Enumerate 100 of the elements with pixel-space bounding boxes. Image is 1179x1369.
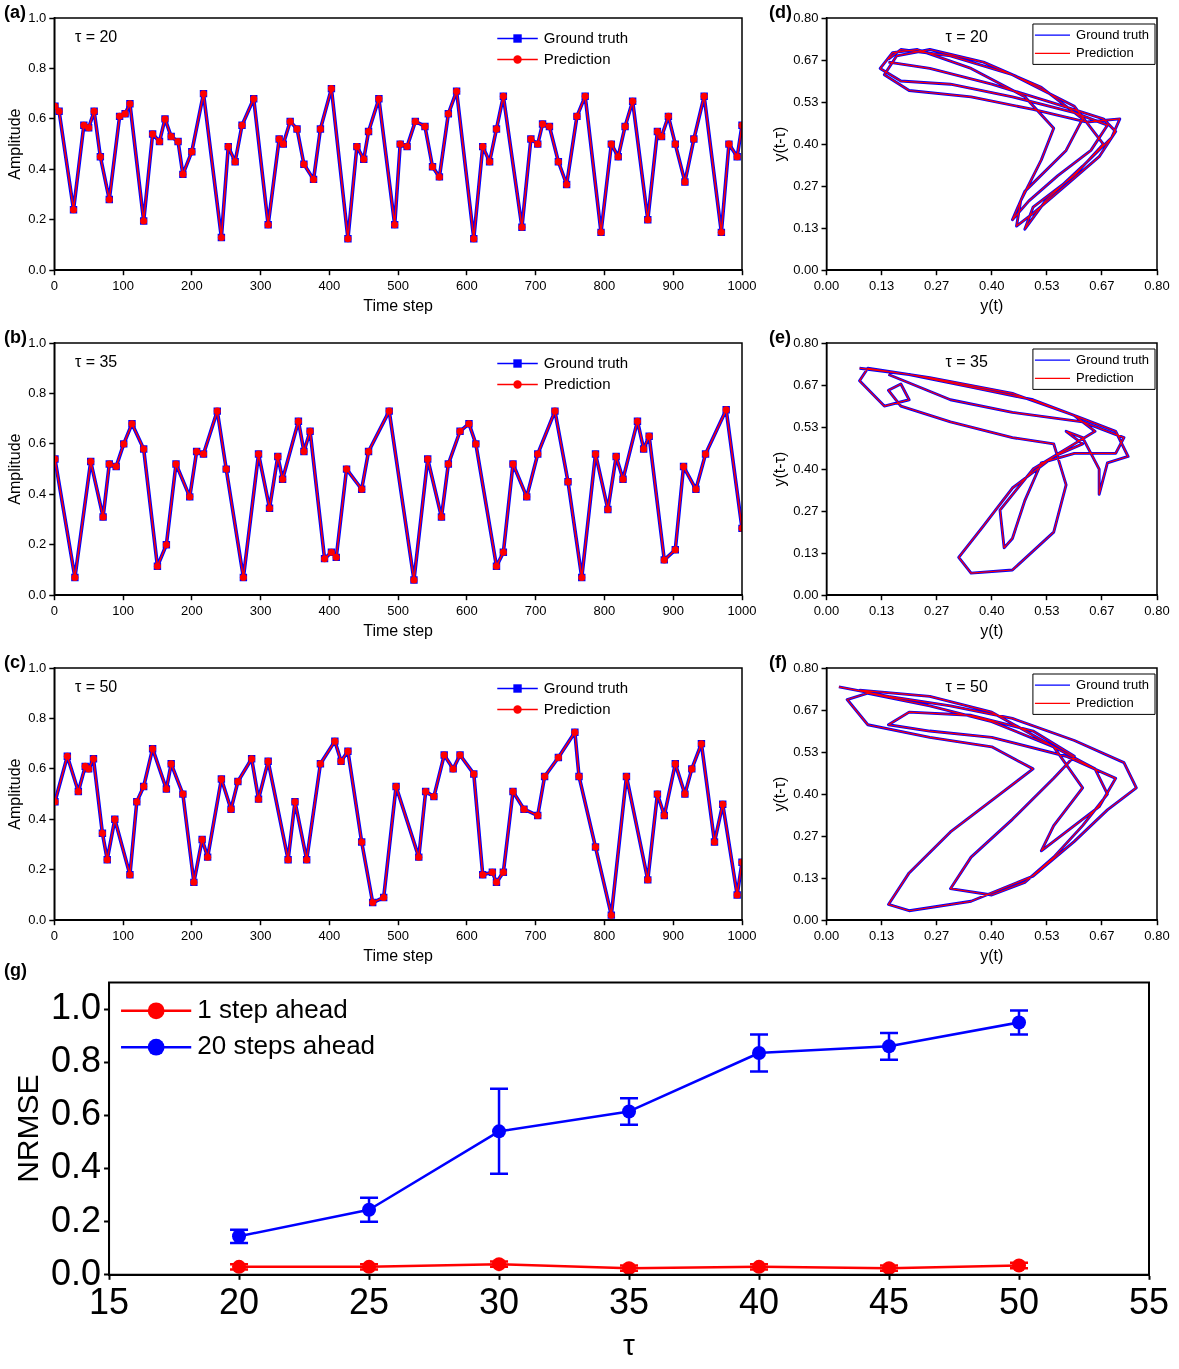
y-tick-label: 0.2: [28, 861, 47, 877]
y-tick-label: 0.0: [28, 911, 47, 927]
legend-label: 1 step ahead: [197, 993, 348, 1024]
y-tick-label: 0.80: [793, 9, 819, 25]
y-axis-title: Amplitude: [6, 758, 24, 830]
y-tick-label: 0.00: [793, 586, 819, 602]
x-tick-label: 30: [479, 1281, 520, 1323]
x-tick-label: 400: [318, 277, 341, 293]
y-tick-label: 0.00: [793, 261, 819, 277]
x-tick-label: 0.27: [924, 277, 950, 293]
x-tick-label: 0.13: [868, 602, 895, 618]
y-tick-label: 0.53: [793, 743, 819, 759]
x-tick-label: 0: [50, 602, 58, 618]
legend-label: Ground truth: [1076, 26, 1150, 42]
legend-label: Ground truth: [543, 353, 628, 371]
y-tick-label: 0.53: [793, 418, 819, 434]
y-tick-label: 0.27: [793, 177, 819, 193]
y-tick-label: 0.00: [793, 911, 819, 927]
annotation: τ = 50: [945, 678, 988, 696]
y-tick-label: 0.2: [28, 211, 47, 227]
legend-label: Ground truth: [543, 678, 628, 696]
x-tick-label: 0.13: [868, 277, 895, 293]
y-tick-label: 0.6: [28, 435, 47, 451]
x-tick-label: 700: [524, 602, 547, 618]
x-tick-label: 0.80: [1144, 927, 1170, 943]
y-tick-label: 0.4: [28, 485, 47, 501]
y-tick-label: 0.13: [793, 544, 819, 560]
legend-label: 20 steps ahead: [197, 1030, 376, 1061]
x-tick-label: 40: [738, 1281, 780, 1323]
x-tick-label: 500: [387, 277, 409, 293]
y-tick-label: 0.40: [793, 135, 819, 151]
y-tick-label: 1.0: [51, 986, 102, 1028]
y-tick-label: 0.6: [28, 110, 47, 126]
legend-label: Prediction: [1076, 44, 1134, 60]
x-tick-label: 1000: [727, 602, 757, 618]
y-axis-title: Amplitude: [6, 108, 24, 180]
legend-label: Prediction: [1076, 369, 1134, 385]
x-tick-label: 900: [662, 277, 685, 293]
annotation: τ = 20: [74, 28, 118, 46]
y-tick-label: 0.0: [28, 586, 47, 602]
annotation: τ = 35: [74, 353, 118, 371]
x-tick-label: 55: [1128, 1281, 1170, 1323]
y-tick-label: 0.80: [793, 334, 819, 350]
x-axis-title: y(t): [980, 296, 1004, 314]
y-tick-label: 0.8: [28, 60, 47, 76]
x-tick-label: 0.40: [979, 277, 1005, 293]
x-axis-title: Time step: [363, 296, 434, 314]
annotation: τ = 35: [945, 353, 988, 371]
chart-title: (f): [769, 651, 787, 672]
x-tick-label: 0.00: [813, 927, 840, 943]
x-axis-title: Time step: [363, 946, 434, 964]
legend-label: Prediction: [1076, 694, 1134, 710]
y-tick-label: 0.80: [793, 659, 819, 675]
x-tick-label: 0.27: [924, 927, 950, 943]
y-tick-label: 0.8: [28, 710, 47, 726]
x-tick-label: 35: [609, 1281, 650, 1323]
x-tick-label: 0.67: [1089, 277, 1115, 293]
y-tick-label: 0.2: [51, 1198, 102, 1240]
y-tick-label: 0.67: [793, 51, 819, 67]
x-tick-label: 0.53: [1034, 277, 1060, 293]
x-tick-label: 0.40: [979, 602, 1005, 618]
x-tick-label: 0.67: [1089, 602, 1115, 618]
x-tick-label: 0.13: [868, 927, 895, 943]
chart-title: (e): [769, 326, 791, 347]
x-tick-label: 900: [662, 602, 685, 618]
legend-label: Ground truth: [543, 28, 628, 46]
y-tick-label: 0.67: [793, 376, 819, 392]
x-tick-label: 500: [387, 927, 409, 943]
x-tick-label: 0.53: [1034, 602, 1060, 618]
legend-label: Prediction: [543, 49, 611, 67]
y-axis-title: y(t-τ): [771, 451, 789, 487]
x-tick-label: 0.00: [813, 277, 840, 293]
x-tick-label: 800: [593, 277, 616, 293]
y-axis-title: y(t-τ): [771, 126, 789, 162]
x-tick-label: 45: [868, 1281, 910, 1323]
y-tick-label: 0.67: [793, 701, 819, 717]
x-tick-label: 200: [180, 927, 203, 943]
y-tick-label: 0.13: [793, 869, 819, 885]
legend-label: Prediction: [543, 699, 611, 717]
x-tick-label: 700: [524, 927, 547, 943]
x-tick-label: 800: [593, 602, 616, 618]
x-tick-label: 0: [50, 927, 58, 943]
y-tick-label: 1.0: [28, 334, 47, 350]
legend-label: Ground truth: [1076, 351, 1150, 367]
legend-label: Prediction: [543, 374, 611, 392]
x-tick-label: 900: [662, 927, 685, 943]
y-tick-label: 0.40: [793, 785, 819, 801]
y-tick-label: 0.13: [793, 219, 819, 235]
x-tick-label: 0.40: [979, 927, 1005, 943]
x-tick-label: 0.67: [1089, 927, 1115, 943]
x-tick-label: 400: [318, 927, 341, 943]
x-tick-label: 600: [456, 277, 478, 293]
x-axis-title: τ: [623, 1328, 636, 1362]
y-axis-title: NRMSE: [11, 1074, 45, 1183]
x-tick-label: 200: [180, 602, 203, 618]
x-tick-label: 500: [387, 602, 409, 618]
x-tick-label: 1000: [727, 927, 757, 943]
y-axis-title: Amplitude: [6, 433, 24, 505]
chart-title: (a): [4, 1, 26, 22]
x-tick-label: 0.00: [813, 602, 840, 618]
